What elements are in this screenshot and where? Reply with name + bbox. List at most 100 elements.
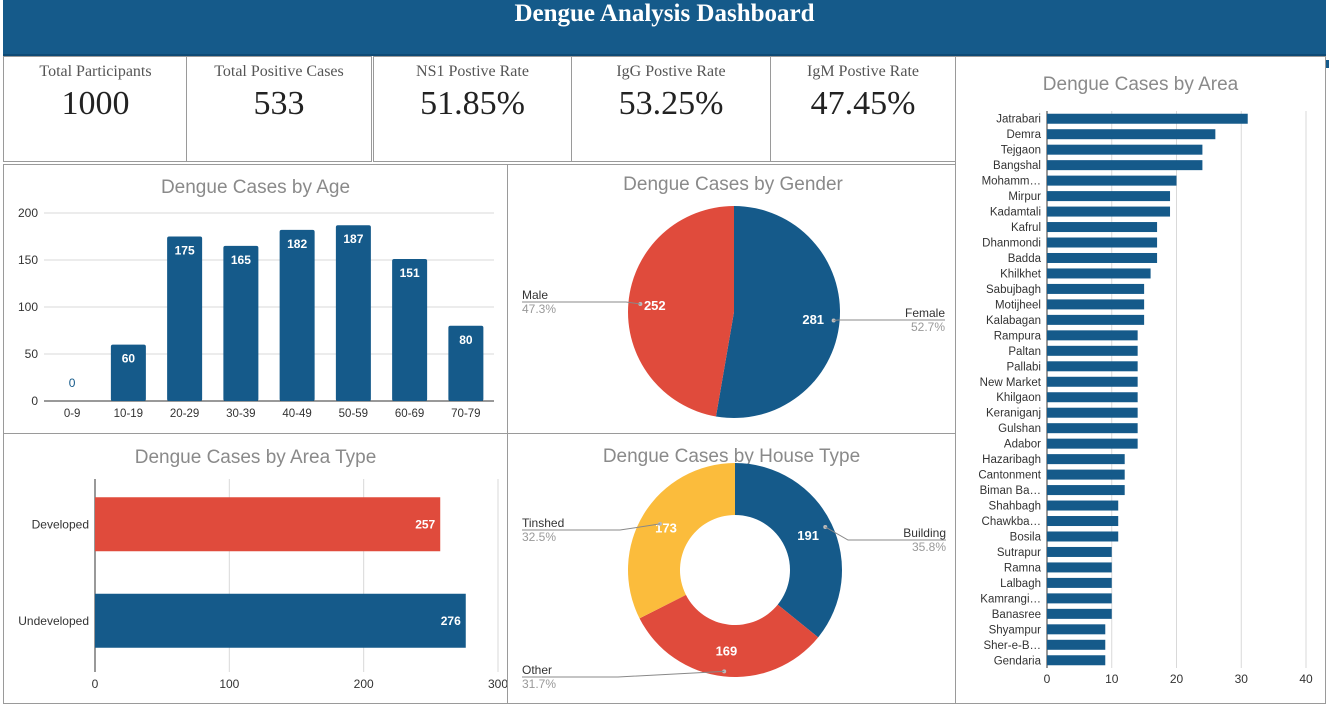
pie-slice bbox=[627, 206, 734, 417]
bar bbox=[1047, 407, 1138, 418]
bar bbox=[1047, 516, 1119, 527]
bar bbox=[1047, 252, 1158, 263]
x-tick-label: 20 bbox=[1170, 672, 1184, 686]
bar bbox=[1047, 314, 1145, 325]
age-chart: 0 50 100 150 200 0-9 0 10-19 60 20-29 175 30-39 165 4… bbox=[18, 206, 494, 420]
pie-slice bbox=[735, 463, 842, 638]
x-tick-label: 10 bbox=[1105, 672, 1119, 686]
chart-title: Dengue Cases by House Type bbox=[602, 446, 861, 467]
edge-stripe bbox=[1325, 60, 1329, 68]
data-label: 165 bbox=[231, 253, 251, 267]
y-tick-label: Badda bbox=[1008, 253, 1042, 265]
y-tick-label: Cantonment bbox=[978, 470, 1041, 482]
y-tick-label: 150 bbox=[18, 253, 38, 267]
slice-percent-label: 52.7% bbox=[911, 320, 945, 334]
y-tick-label: 50 bbox=[25, 347, 39, 361]
dashboard-header: Dengue Analysis Dashboard bbox=[3, 0, 1326, 56]
leader-line bbox=[522, 301, 641, 305]
kpi-value: 53.25% bbox=[618, 85, 724, 122]
kpi-value: 533 bbox=[253, 85, 305, 122]
y-tick-label: Sher-e-B… bbox=[983, 640, 1041, 652]
y-tick-label: Rampura bbox=[994, 330, 1042, 342]
bar bbox=[1047, 531, 1119, 542]
x-tick-label: 30 bbox=[1235, 672, 1249, 686]
data-label: 0 bbox=[69, 376, 76, 390]
data-label: 276 bbox=[441, 614, 461, 628]
bar bbox=[335, 225, 371, 401]
leader-line bbox=[825, 526, 946, 541]
y-tick-label: Motijheel bbox=[995, 299, 1041, 311]
bar bbox=[110, 344, 146, 401]
bar bbox=[1047, 577, 1112, 588]
data-label: 175 bbox=[175, 244, 195, 258]
data-label: 257 bbox=[415, 517, 435, 531]
y-tick-label: Sutrapur bbox=[997, 547, 1041, 559]
bar bbox=[1047, 624, 1106, 635]
y-tick-label: Shyampur bbox=[989, 624, 1042, 636]
slice-name-label: Tinshed bbox=[522, 516, 564, 530]
data-label: 80 bbox=[459, 333, 473, 347]
chart-title: Dengue Cases by Area Type bbox=[134, 447, 377, 468]
bar bbox=[1047, 206, 1171, 217]
bar bbox=[167, 236, 203, 401]
bar bbox=[1047, 113, 1248, 124]
bar bbox=[1047, 655, 1106, 666]
leader-line bbox=[522, 670, 725, 678]
slice-percent-label: 32.5% bbox=[522, 530, 556, 544]
leader-dot bbox=[722, 669, 727, 674]
bar bbox=[95, 593, 466, 648]
bar bbox=[1047, 237, 1158, 248]
x-tick-label: 0-9 bbox=[64, 408, 81, 420]
y-tick-label: Mohamm… bbox=[982, 176, 1041, 188]
bar bbox=[223, 245, 259, 401]
panel-gender: Dengue Cases by Gender 281 Female 52.7% 252… bbox=[507, 164, 959, 434]
slice-percent-label: 31.7% bbox=[522, 677, 556, 691]
y-tick-label: Undeveloped bbox=[18, 614, 89, 628]
y-tick-label: Bangshal bbox=[993, 160, 1041, 172]
y-tick-label: Developed bbox=[32, 517, 89, 531]
bar bbox=[1047, 392, 1138, 403]
slice-value-label: 281 bbox=[802, 312, 824, 327]
slice-name-label: Building bbox=[903, 526, 946, 540]
pie-slice bbox=[628, 463, 735, 619]
x-tick-label: 70-79 bbox=[451, 408, 480, 420]
bar bbox=[392, 259, 428, 401]
x-tick-label: 20-29 bbox=[170, 408, 199, 420]
y-tick-label: Ramna bbox=[1004, 562, 1042, 574]
bar bbox=[1047, 129, 1216, 140]
x-tick-label: 10-19 bbox=[114, 408, 143, 420]
y-tick-label: Kadamtali bbox=[990, 207, 1041, 219]
bar bbox=[1047, 454, 1125, 465]
bar bbox=[1047, 268, 1151, 279]
panel-age: Dengue Cases by Age 0 50 100 150 200 0-9 0 10-1… bbox=[3, 164, 508, 434]
bar bbox=[1047, 330, 1138, 341]
bar bbox=[1047, 175, 1177, 186]
house-type-chart: 191 Building35.8%169Other31.7%173Tinshed3… bbox=[522, 463, 946, 691]
y-tick-label: Kamrangi… bbox=[980, 593, 1041, 605]
slice-percent-label: 47.3% bbox=[522, 302, 556, 316]
y-tick-label: Jatrabari bbox=[996, 114, 1041, 126]
x-tick-label: 40 bbox=[1299, 672, 1313, 686]
bar bbox=[1047, 222, 1158, 233]
bar bbox=[279, 229, 315, 401]
dashboard-title: Dengue Analysis Dashboard bbox=[514, 0, 815, 27]
chart-title: Dengue Cases by Age bbox=[160, 177, 351, 198]
y-tick-label: Bosila bbox=[1010, 531, 1042, 543]
panel-house-type: Dengue Cases by House Type 191 Building 35… bbox=[507, 433, 956, 704]
bar bbox=[1047, 160, 1203, 171]
y-tick-label: 100 bbox=[18, 300, 38, 314]
bar bbox=[1047, 485, 1125, 496]
kpi-label: IgG Postive Rate bbox=[616, 63, 726, 80]
bar bbox=[1047, 593, 1112, 604]
y-tick-label: Chawkba… bbox=[982, 516, 1041, 528]
kpi-value: 47.45% bbox=[810, 85, 916, 122]
area-chart: 0 10 20 30 40 Jatrabari Demra Tejgaon Bangshal Mo… bbox=[978, 111, 1313, 686]
slice-value-label: 252 bbox=[644, 298, 666, 313]
kpi-label: IgM Postive Rate bbox=[807, 63, 919, 80]
x-tick-label: 0 bbox=[1044, 672, 1051, 686]
bar bbox=[1047, 562, 1112, 573]
kpi-value: 1000 bbox=[61, 85, 130, 122]
bar bbox=[1047, 376, 1138, 387]
y-tick-label: Dhanmondi bbox=[982, 238, 1041, 250]
bar bbox=[1047, 608, 1112, 619]
